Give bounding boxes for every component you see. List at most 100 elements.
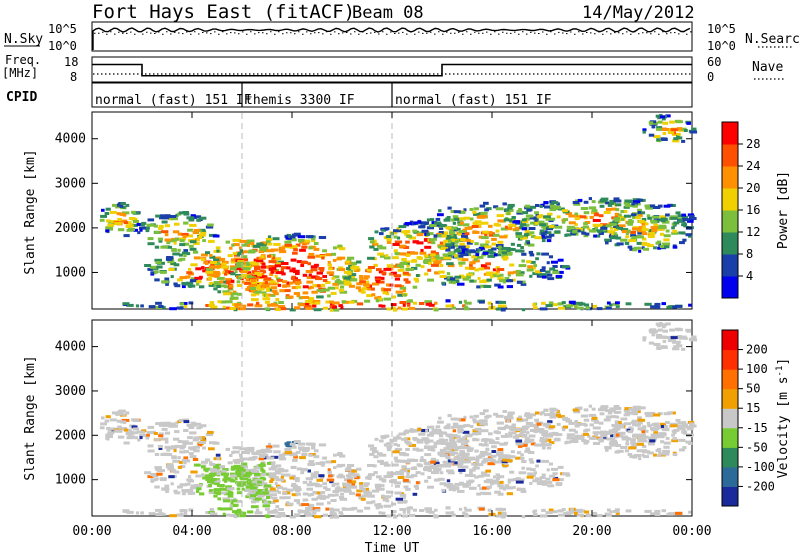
power-data-cell [631, 202, 638, 206]
xtick-label: 00:00 [672, 524, 711, 539]
velocity-data-cell [337, 488, 345, 492]
velocity-data-cell [644, 509, 652, 513]
velocity-data-cell [311, 446, 316, 450]
velocity-data-cell [386, 471, 394, 475]
velocity-data-cell [611, 415, 617, 419]
power-data-cell [179, 276, 188, 280]
velocity-data-cell [236, 487, 241, 491]
power-data-cell [295, 243, 301, 247]
velocity-data-cell [462, 452, 470, 456]
power-data-cell [686, 121, 691, 125]
velocity-data-cell [148, 512, 156, 516]
power-data-cell [637, 214, 643, 217]
power-data-cell [219, 280, 224, 284]
power-data-cell [594, 212, 599, 216]
power-data-cell [119, 212, 126, 216]
velocity-data-cell [246, 478, 252, 482]
velocity-data-cell [678, 426, 683, 430]
power-data-cell [393, 249, 398, 253]
velocity-data-cell [480, 429, 489, 433]
power-data-cell [100, 214, 107, 218]
power-data-cell [574, 217, 580, 221]
velocity-data-cell [446, 423, 451, 427]
velocity-data-cell [356, 489, 363, 493]
power-data-cell [385, 292, 390, 296]
velocity-data-cell [222, 512, 226, 516]
velocity-data-cell [131, 418, 136, 422]
velocity-data-cell [568, 421, 575, 425]
power-data-cell [125, 224, 133, 228]
freq-label-top: Freq. [5, 53, 41, 67]
power-data-cell [477, 248, 481, 252]
power-data-cell [512, 223, 517, 227]
velocity-data-cell [213, 488, 222, 492]
velocity-data-cell [656, 334, 663, 337]
velocity-data-cell [434, 508, 438, 512]
velocity-data-cell [314, 508, 321, 512]
velocity-data-cell [332, 512, 337, 516]
power-data-cell [534, 236, 542, 240]
velocity-data-cell [264, 484, 272, 488]
power-data-cell [456, 282, 465, 286]
velocity-ytick-label: 1000 [55, 473, 86, 488]
power-data-cell [106, 219, 111, 223]
velocity-data-cell [268, 467, 275, 471]
velocity-data-cell [258, 457, 265, 461]
power-data-cell [192, 250, 199, 254]
power-data-cell [624, 241, 630, 245]
velocity-data-cell [168, 475, 175, 479]
power-data-cell [183, 282, 189, 286]
velocity-data-cell [379, 453, 387, 457]
power-data-cell [398, 225, 407, 229]
velocity-data-cell [154, 466, 162, 470]
velocity-data-cell [166, 448, 171, 452]
power-data-cell [363, 276, 369, 280]
noise-search-trace [94, 31, 692, 35]
velocity-data-cell [267, 461, 272, 465]
velocity-data-cell [479, 422, 488, 426]
velocity-data-cell [472, 418, 477, 422]
power-data-cell [493, 223, 499, 227]
power-data-cell [463, 307, 470, 311]
velocity-data-cell [428, 510, 435, 514]
velocity-data-cell [133, 436, 138, 440]
velocity-data-cell [100, 422, 107, 426]
power-data-cell [170, 275, 174, 279]
velocity-data-cell [164, 445, 171, 449]
velocity-data-cell [565, 440, 571, 444]
power-data-cell [572, 201, 580, 204]
power-data-cell [525, 229, 530, 233]
velocity-data-cell [628, 446, 636, 450]
power-data-cell [127, 227, 135, 231]
velocity-data-cell [232, 497, 237, 501]
power-data-cell [434, 271, 440, 275]
power-data-cell [244, 265, 253, 269]
power-data-cell [154, 230, 160, 234]
velocity-data-cell [609, 430, 617, 434]
power-data-cell [573, 202, 581, 206]
power-data-cell [672, 245, 678, 249]
power-data-cell [221, 262, 227, 266]
velocity-data-cell [257, 489, 265, 492]
velocity-data-cell [543, 440, 547, 443]
velocity-data-cell [307, 508, 316, 512]
velocity-data-cell [396, 434, 400, 438]
velocity-data-cell [632, 434, 640, 438]
power-data-cell [293, 232, 301, 236]
velocity-data-cell [105, 436, 110, 440]
velocity-data-cell [391, 502, 397, 506]
power-data-cell [188, 244, 194, 248]
power-data-cell [574, 223, 578, 227]
velocity-data-cell [503, 425, 509, 429]
power-data-cell [213, 258, 221, 262]
velocity-data-cell [251, 469, 260, 473]
power-data-cell [300, 264, 305, 267]
power-data-cell [356, 260, 362, 264]
power-data-cell [173, 241, 177, 245]
velocity-data-cell [657, 454, 661, 457]
power-data-cell [644, 204, 650, 208]
power-data-cell [475, 251, 480, 255]
power-data-cell [535, 257, 539, 261]
power-data-cell [651, 229, 658, 232]
velocity-data-cell [653, 453, 657, 457]
